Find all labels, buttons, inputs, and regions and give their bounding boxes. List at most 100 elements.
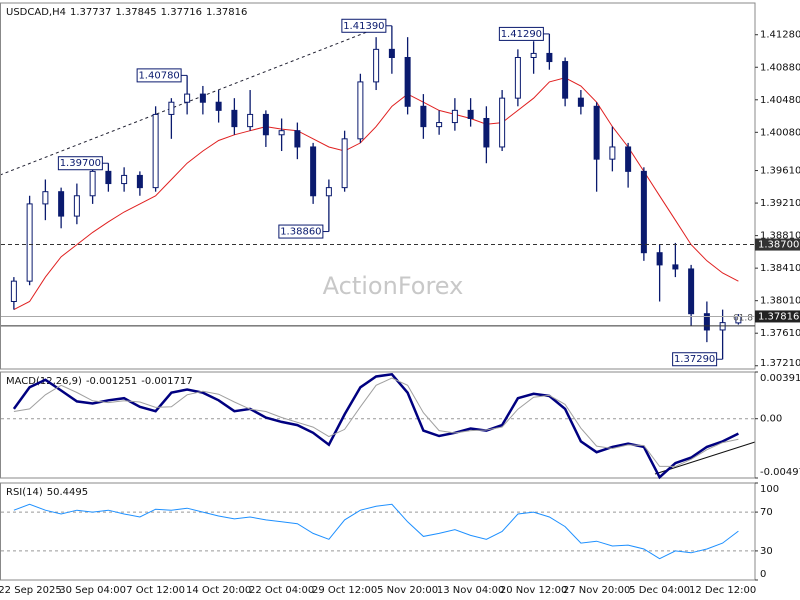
- y-tick-label: 1.40880: [760, 62, 800, 73]
- series-line: [13, 377, 739, 467]
- candle-body: [184, 93, 191, 103]
- y-tick-label: 70: [760, 507, 773, 518]
- candle-body: [105, 170, 112, 185]
- y-tick-label: 1.40480: [760, 95, 800, 106]
- y-tick-label: 30: [760, 546, 773, 557]
- candle-body: [688, 268, 695, 315]
- y-tick-label: 100: [760, 484, 779, 495]
- x-tick-label: 5 Nov 20:00: [377, 585, 438, 596]
- candle-body: [577, 97, 584, 107]
- level-box: [755, 238, 800, 251]
- y-tick-label: 1.37210: [760, 358, 800, 369]
- candle-body: [152, 113, 159, 189]
- candle-body: [341, 138, 348, 189]
- macd-trend-line: [654, 441, 756, 475]
- candle-body: [625, 146, 632, 172]
- annotation-label: 1.40780: [138, 70, 179, 81]
- price-box: [755, 310, 800, 323]
- panel-header: USDCAD,H4 1.37737 1.37845 1.37716 1.37816: [6, 7, 247, 18]
- annotation-label: 1.37290: [674, 354, 715, 365]
- annotation-label: 1.41390: [343, 21, 384, 32]
- x-tick-label: 20 Nov 12:00: [500, 585, 567, 596]
- candle-body: [294, 130, 301, 148]
- x-tick-label: 7 Oct 12:00: [126, 585, 185, 596]
- x-tick-label: 29 Oct 12:00: [312, 585, 377, 596]
- candle-body: [325, 187, 332, 197]
- candle-body: [656, 252, 663, 266]
- candle-body: [499, 97, 506, 148]
- candle-body: [215, 101, 222, 111]
- trend-line: [0, 24, 386, 176]
- x-tick-label: 13 Nov 04:00: [437, 585, 504, 596]
- x-tick-label: 22 Oct 04:00: [249, 585, 314, 596]
- level-label: 61.8: [733, 313, 753, 323]
- candle-body: [640, 170, 647, 254]
- y-tick-label: 0.00: [760, 414, 782, 425]
- y-tick-label: 1.38410: [760, 263, 800, 274]
- header-value: 1.37737: [70, 7, 111, 18]
- candle-body: [73, 195, 80, 217]
- candle-body: [404, 56, 411, 107]
- annotation-box: [57, 156, 103, 171]
- panel-title: USDCAD,H4: [6, 7, 66, 18]
- candle-body: [136, 174, 143, 189]
- candle-body: [278, 130, 285, 136]
- annotation-label: 1.39700: [60, 158, 101, 169]
- y-tick-label: 1.38810: [760, 231, 800, 242]
- candle-body: [199, 93, 206, 103]
- panel-frame: [0, 2, 756, 370]
- candle-body: [451, 109, 458, 124]
- candle-body: [436, 122, 443, 128]
- x-tick-label: 12 Dec 12:00: [689, 585, 756, 596]
- y-tick-label: 1.38010: [760, 296, 800, 307]
- candle-body: [89, 170, 96, 197]
- annotation-box: [672, 352, 718, 367]
- y-tick-label: 0: [760, 569, 766, 580]
- header-value: -0.001717: [141, 376, 192, 387]
- panel-header: RSI(14) 50.4495: [6, 487, 88, 498]
- watermark: ActionForex: [323, 272, 464, 300]
- annotation-label: 1.41290: [501, 29, 542, 40]
- header-value: -0.001251: [86, 376, 137, 387]
- candle-body: [121, 174, 128, 185]
- header-value: 1.37845: [115, 7, 156, 18]
- annotation-box: [136, 68, 182, 83]
- candle-body: [58, 191, 65, 217]
- candle-body: [262, 113, 269, 136]
- annotation-box: [498, 26, 544, 41]
- candle-body: [672, 264, 679, 270]
- y-tick-label: 1.39610: [760, 166, 800, 177]
- x-tick-label: 14 Oct 20:00: [186, 585, 251, 596]
- header-value: 1.37716: [161, 7, 202, 18]
- candle-body: [609, 146, 616, 160]
- header-value: 1.37816: [206, 7, 247, 18]
- series-line: [13, 503, 739, 560]
- candle-body: [310, 146, 317, 197]
- x-tick-label: 22 Sep 2025: [0, 585, 62, 596]
- price-label: 1.37816: [758, 311, 799, 322]
- candle-body: [420, 105, 427, 128]
- level-label: 1.38700: [758, 240, 799, 251]
- y-tick-label: 1.40080: [760, 127, 800, 138]
- y-tick-label: 0.003914: [760, 373, 800, 384]
- y-tick-label: 1.41280: [760, 30, 800, 41]
- candle-body: [530, 52, 537, 58]
- panel-title: RSI(14): [6, 487, 43, 498]
- x-tick-label: 30 Sep 04:00: [59, 585, 126, 596]
- candle-body: [467, 109, 474, 119]
- panel-frame: [0, 371, 756, 479]
- candle-body: [357, 81, 364, 140]
- candle-body: [373, 48, 380, 83]
- candle-body: [10, 280, 17, 302]
- series-line: [12, 372, 739, 480]
- candle-body: [168, 101, 175, 115]
- annotation-box: [341, 18, 387, 33]
- series-line: [13, 77, 739, 311]
- x-tick-label: 27 Nov 20:00: [563, 585, 630, 596]
- y-tick-label: 1.37610: [760, 328, 800, 339]
- candle-body: [703, 313, 710, 331]
- candle-body: [562, 61, 569, 99]
- y-tick-label: -0.004970: [760, 467, 800, 478]
